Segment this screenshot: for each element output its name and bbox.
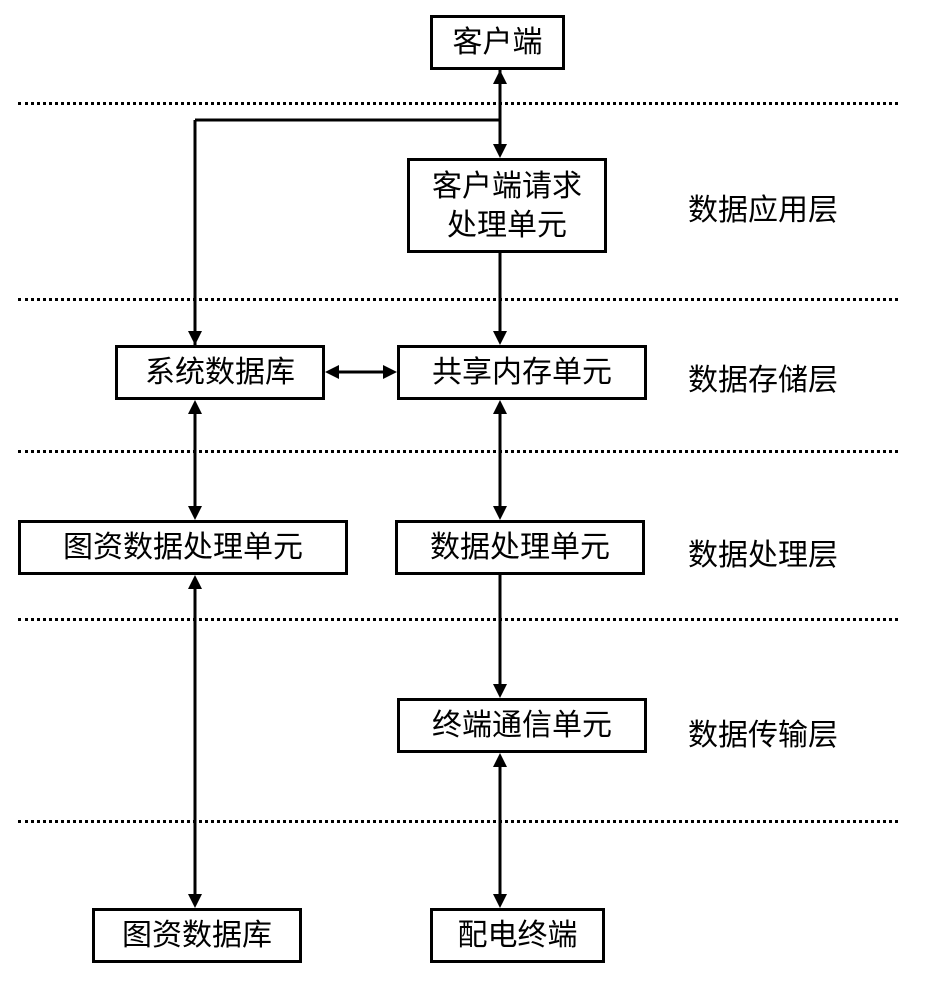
layer-label-storage: 数据存储层	[688, 355, 838, 399]
node-shared-mem-label: 共享内存单元	[432, 353, 612, 392]
node-sys-db: 系统数据库	[115, 345, 325, 400]
node-dist-term: 配电终端	[430, 908, 605, 963]
connectors-svg	[0, 0, 933, 1000]
node-term-comm-label: 终端通信单元	[432, 706, 612, 745]
node-request-unit-label: 客户端请求 处理单元	[432, 167, 582, 245]
divider-1	[18, 298, 898, 301]
node-dist-term-label: 配电终端	[458, 916, 578, 955]
node-img-db: 图资数据库	[92, 908, 302, 963]
node-img-proc: 图资数据处理单元	[18, 520, 348, 575]
node-term-comm: 终端通信单元	[397, 698, 647, 753]
layer-label-app: 数据应用层	[688, 185, 838, 229]
node-img-proc-label: 图资数据处理单元	[63, 528, 303, 567]
divider-3	[18, 618, 898, 621]
node-request-unit: 客户端请求 处理单元	[407, 158, 607, 253]
layer-label-process: 数据处理层	[688, 530, 838, 574]
layer-label-transport: 数据传输层	[688, 710, 838, 754]
node-client-label: 客户端	[453, 23, 543, 62]
node-sys-db-label: 系统数据库	[145, 353, 295, 392]
divider-0	[18, 102, 898, 105]
divider-4	[18, 820, 898, 823]
node-data-proc-label: 数据处理单元	[430, 528, 610, 567]
node-shared-mem: 共享内存单元	[397, 345, 647, 400]
node-data-proc: 数据处理单元	[395, 520, 645, 575]
node-client: 客户端	[430, 15, 565, 70]
divider-2	[18, 450, 898, 453]
node-img-db-label: 图资数据库	[122, 916, 272, 955]
